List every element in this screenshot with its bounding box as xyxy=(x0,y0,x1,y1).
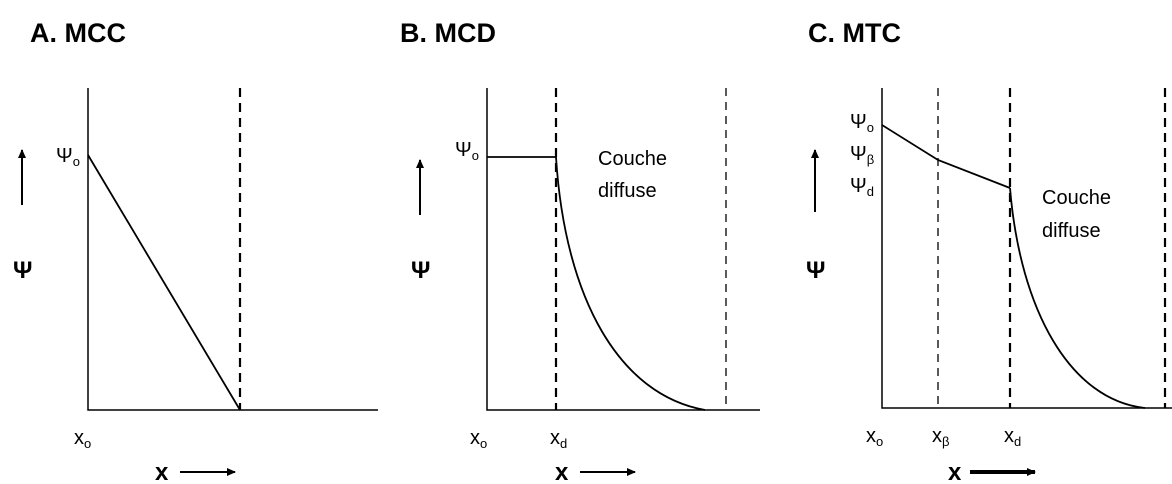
axes xyxy=(881,88,1172,409)
panel-a: A. MCC Ψ x Ψo xo xyxy=(13,18,378,484)
y-axis: Ψ xyxy=(13,257,32,284)
x-axis: x xyxy=(155,459,169,484)
label: xo xyxy=(866,425,883,449)
potential xyxy=(881,124,1146,409)
title: B. MCD xyxy=(400,18,496,48)
y-axis: Ψ xyxy=(411,257,430,284)
potential xyxy=(87,154,241,411)
label: xd xyxy=(1004,425,1021,449)
layer-label: Couche xyxy=(1042,187,1111,209)
axes xyxy=(87,88,378,411)
layer-label: diffuse xyxy=(598,180,657,202)
label: xo xyxy=(74,427,91,451)
panel-c: C. MTC Ψ x Ψo Ψβ Ψd xo xβ xd Couche diff… xyxy=(806,18,1172,484)
label: Ψo xyxy=(56,145,80,169)
label: Ψd xyxy=(850,175,874,199)
label: Ψo xyxy=(850,111,874,135)
x-axis: x xyxy=(555,459,569,484)
label: Ψo xyxy=(455,139,479,163)
axes xyxy=(486,88,760,411)
title: A. MCC xyxy=(30,18,126,48)
layer-label: Couche xyxy=(598,148,667,170)
potential xyxy=(487,156,706,411)
title: C. MTC xyxy=(808,18,901,48)
x-axis: x xyxy=(948,459,962,484)
y-axis: Ψ xyxy=(806,257,825,284)
label: xo xyxy=(470,427,487,451)
label: xβ xyxy=(932,425,949,449)
panel-b: B. MCD Ψ x Ψo xo xd Couche diffuse xyxy=(400,18,760,484)
label: xd xyxy=(550,427,567,451)
label: Ψβ xyxy=(850,143,874,167)
layer-label: diffuse xyxy=(1042,220,1101,242)
